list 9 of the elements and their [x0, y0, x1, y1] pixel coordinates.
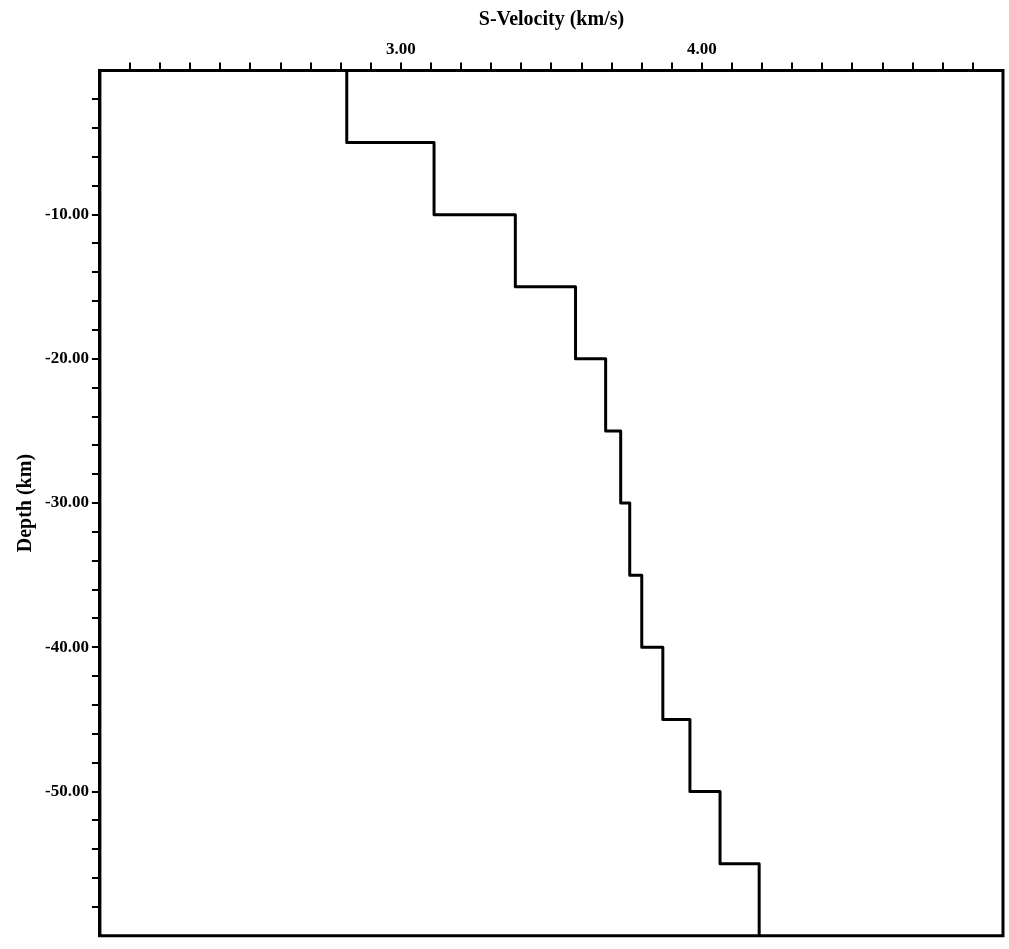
- y-tick-label: -40.00: [44, 636, 89, 656]
- x-tick-label: 4.00: [687, 38, 717, 58]
- y-tick-label: -30.00: [44, 492, 89, 512]
- y-tick-label: -10.00: [44, 204, 89, 224]
- x-tick-label: 3.00: [386, 38, 416, 58]
- x-axis-title: S-Velocity (km/s): [478, 7, 625, 31]
- y-axis-title: Depth (km): [13, 453, 37, 553]
- y-tick-label: -20.00: [44, 348, 89, 368]
- y-tick-label: -50.00: [44, 780, 89, 800]
